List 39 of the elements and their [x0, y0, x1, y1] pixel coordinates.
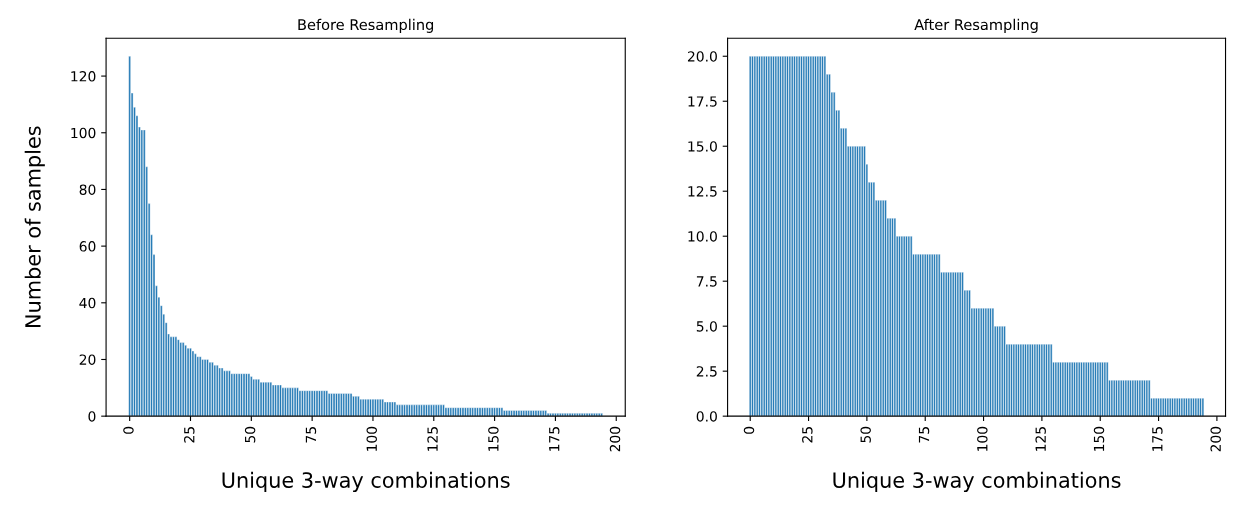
y-tick-label: 10.0 — [688, 231, 717, 242]
x-tick-label: 75 — [918, 427, 930, 443]
y-tick-label: 15.0 — [688, 141, 717, 152]
y-tick-label: 17.5 — [688, 96, 717, 107]
x-tick-label: 25 — [802, 427, 813, 443]
x-tick-label: 75 — [305, 427, 317, 443]
y-tick-label: 0 — [88, 411, 96, 422]
x-tick-label: 100 — [977, 426, 988, 451]
y-tick-label: 5.0 — [696, 321, 717, 332]
y-axis-title: Number of samples — [24, 126, 45, 327]
y-tick-label: 80 — [79, 184, 96, 195]
x-tick-label: 200 — [1210, 426, 1221, 452]
x-tick-label: 0 — [123, 426, 134, 434]
x-tick-label: 150 — [488, 426, 499, 451]
x-axis-title: Unique 3-way combinations — [222, 471, 510, 492]
x-tick-label: 50 — [860, 426, 871, 443]
x-tick-label: 100 — [366, 426, 377, 451]
x-tick-label: 25 — [184, 427, 195, 443]
y-tick-label: 100 — [71, 127, 96, 139]
x-tick-label: 0 — [743, 426, 755, 434]
y-tick-label: 20.0 — [687, 51, 717, 62]
y-tick-label: 7.5 — [696, 276, 717, 287]
y-tick-label: 120 — [71, 71, 96, 82]
x-tick-label: 175 — [549, 427, 560, 451]
y-tick-label: 2.5 — [696, 366, 717, 377]
y-tick-label: 20 — [79, 354, 96, 365]
y-tick-label: 0.0 — [696, 411, 717, 422]
chart-title: After Resampling — [914, 18, 1038, 33]
y-tick-label: 12.5 — [688, 186, 717, 197]
x-tick-label: 50 — [244, 426, 256, 443]
x-tick-label: 125 — [1035, 427, 1046, 451]
y-tick-label: 60 — [79, 241, 96, 252]
y-tick-label: 40 — [79, 297, 96, 309]
x-tick-label: 200 — [609, 426, 621, 452]
x-axis-title: Unique 3-way combinations — [833, 471, 1121, 492]
chart-title: Before Resampling — [298, 18, 434, 33]
x-tick-label: 175 — [1152, 427, 1163, 451]
x-tick-label: 125 — [427, 427, 438, 451]
x-tick-label: 150 — [1093, 426, 1105, 451]
